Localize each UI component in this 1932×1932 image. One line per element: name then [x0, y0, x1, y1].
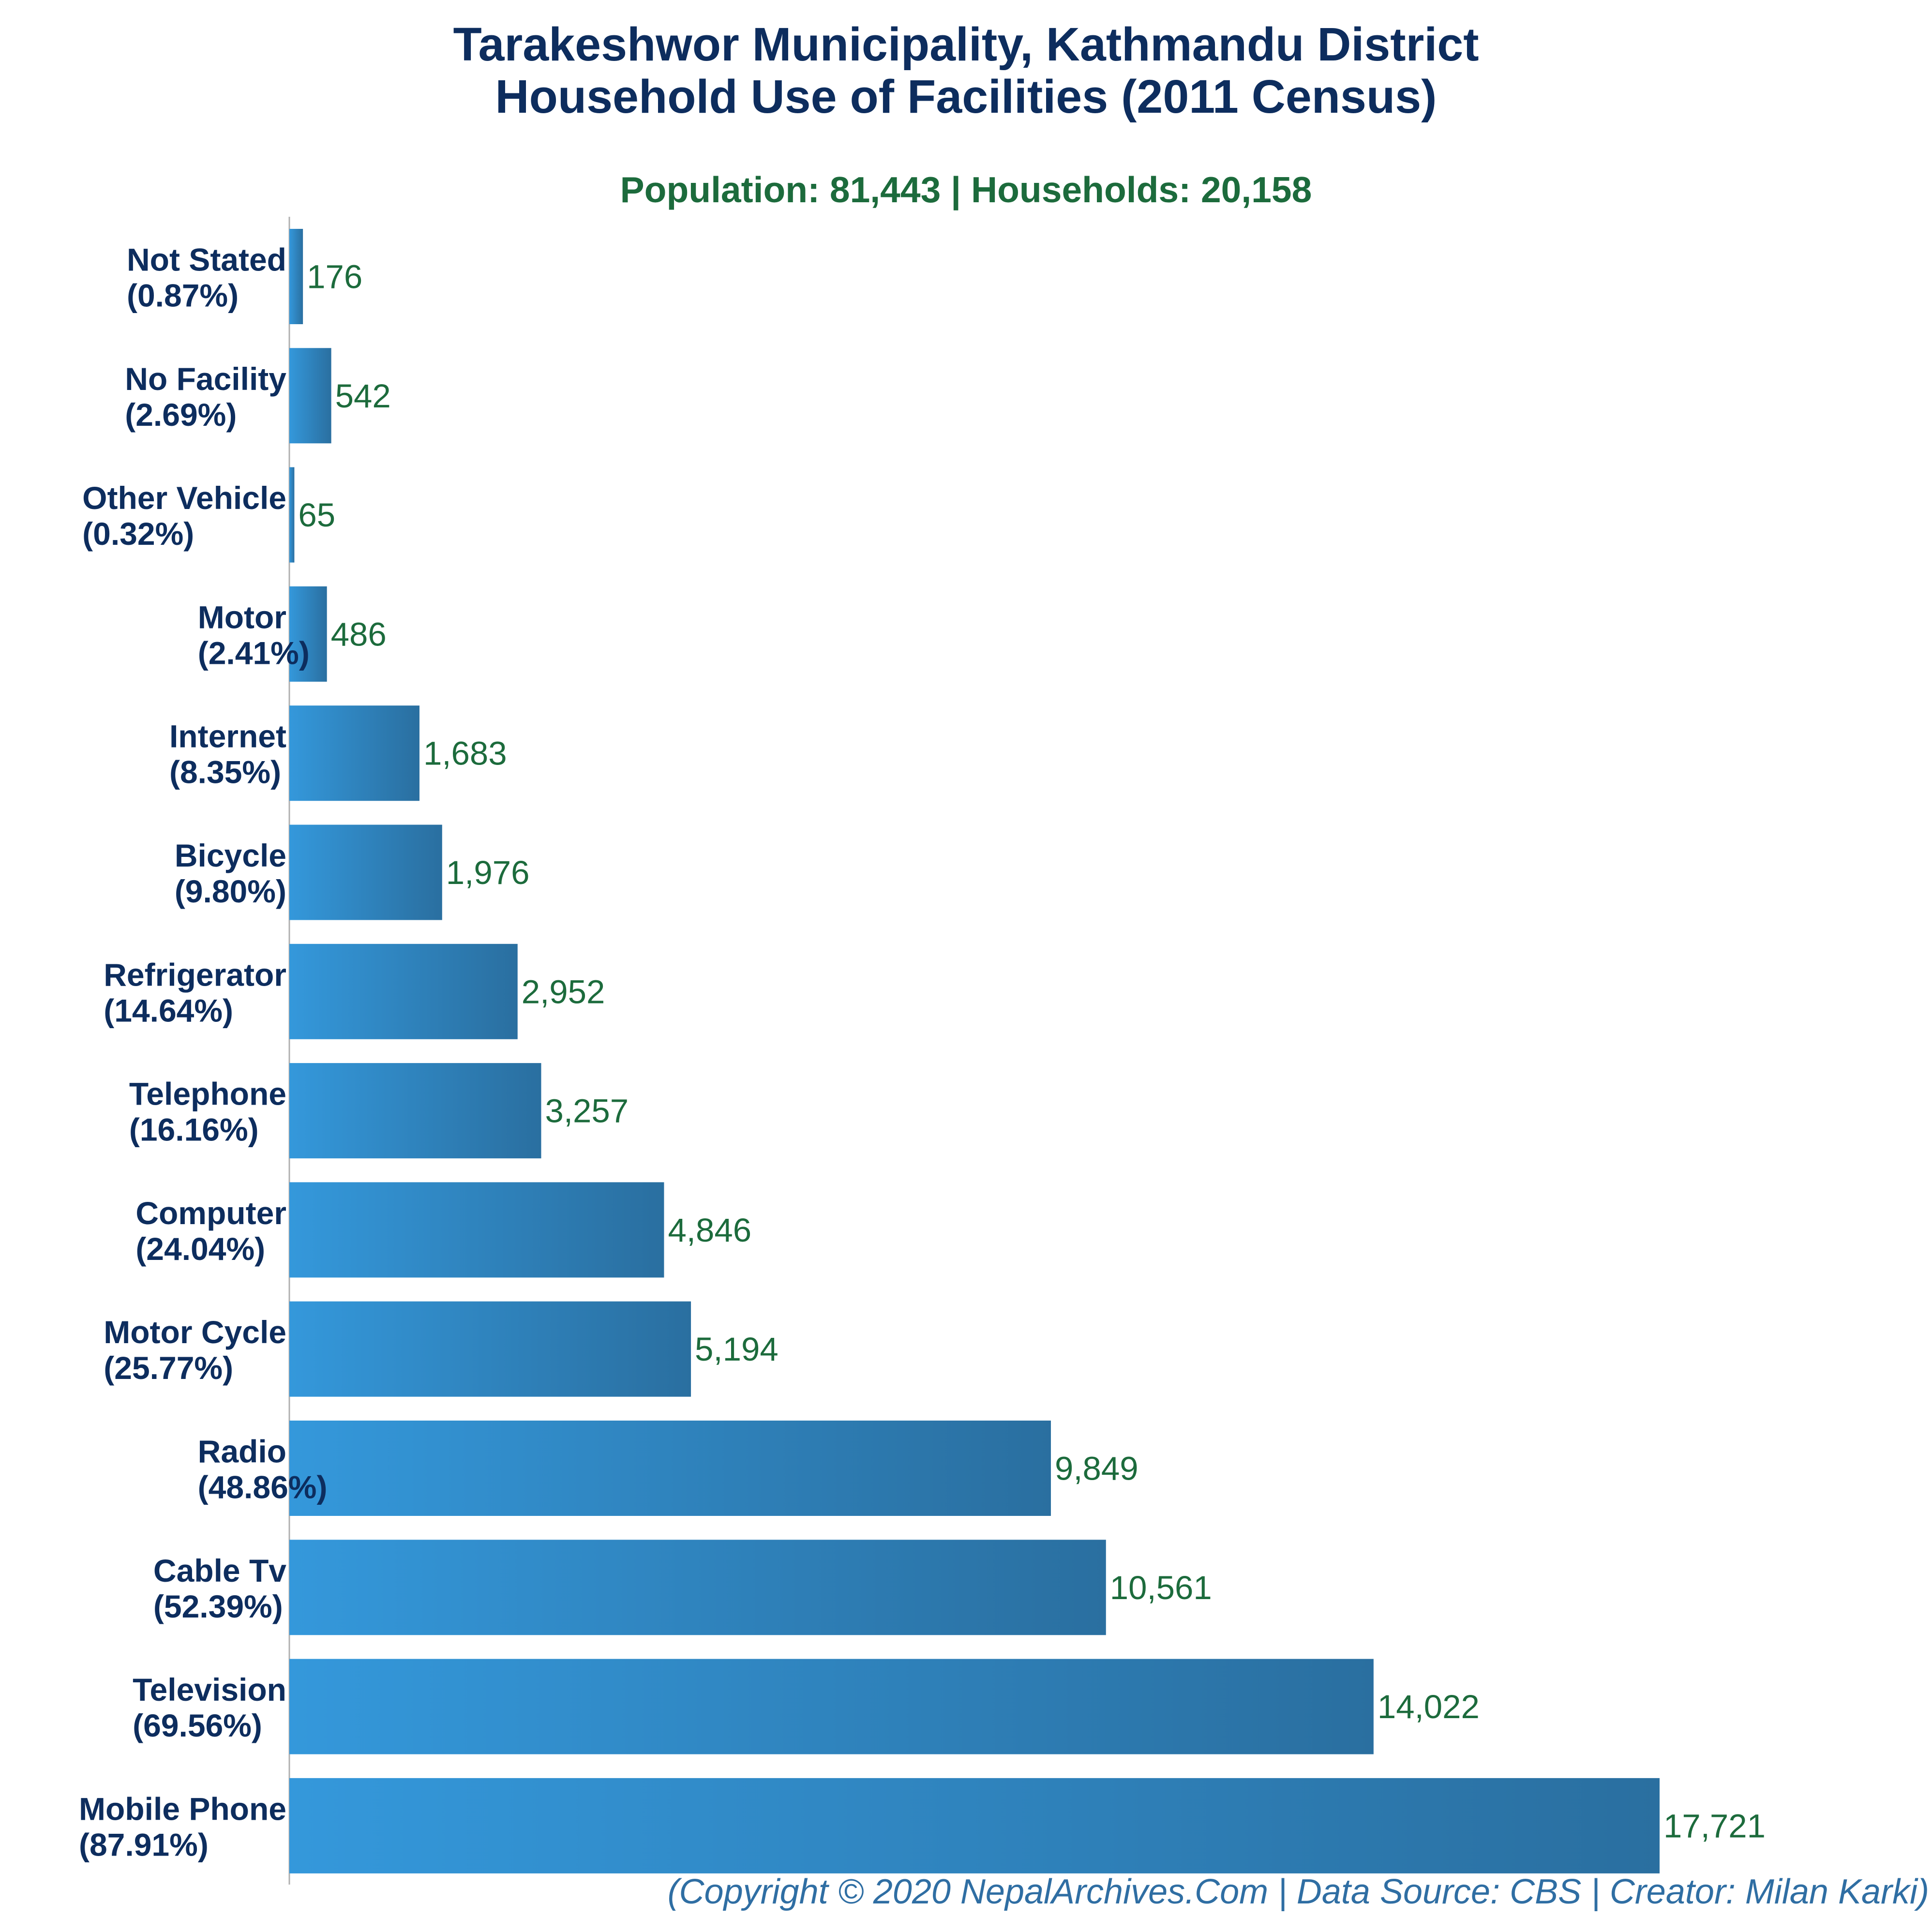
percent-label: (25.77%) [104, 1350, 233, 1386]
bar-refrigerator [289, 944, 518, 1039]
value-label: 176 [307, 258, 362, 296]
category-label: Cable Tv [153, 1553, 286, 1588]
category-label: Motor Cycle [104, 1314, 286, 1350]
percent-label: (2.41%) [198, 635, 310, 671]
value-label: 2,952 [522, 973, 605, 1010]
value-label: 65 [298, 496, 335, 534]
percent-label: (2.69%) [125, 397, 237, 433]
value-label: 1,976 [446, 854, 530, 891]
category-label: Television [133, 1672, 286, 1707]
value-label: 17,721 [1663, 1807, 1766, 1844]
value-label: 10,561 [1110, 1569, 1212, 1606]
value-label: 14,022 [1378, 1688, 1480, 1725]
footer-credit: (Copyright © 2020 NepalArchives.Com | Da… [667, 1872, 1929, 1911]
percent-label: (16.16%) [129, 1112, 259, 1148]
bar-television [289, 1659, 1374, 1754]
bar-no-facility [289, 348, 331, 444]
bar-mobile-phone [289, 1778, 1660, 1873]
value-label: 1,683 [423, 735, 507, 772]
bar-other-vehicle [289, 467, 295, 563]
chart-title-line2: Household Use of Facilities (2011 Census… [495, 70, 1437, 123]
category-label: No Facility [125, 361, 286, 397]
bar-motor-cycle [289, 1301, 691, 1397]
category-label: Refrigerator [104, 957, 286, 992]
percent-label: (9.80%) [175, 873, 286, 909]
percent-label: (52.39%) [153, 1588, 283, 1624]
bar-cable-tv [289, 1540, 1106, 1635]
bar-internet [289, 705, 419, 801]
value-label: 486 [331, 615, 387, 653]
value-label: 542 [335, 377, 391, 415]
percent-label: (8.35%) [169, 754, 281, 790]
category-label: Mobile Phone [79, 1791, 286, 1827]
category-label: Bicycle [175, 838, 286, 873]
percent-label: (48.86%) [198, 1469, 328, 1505]
chart-title: Tarakeshwor Municipality, Kathmandu Dist… [453, 18, 1479, 71]
percent-label: (14.64%) [104, 992, 233, 1028]
value-label: 9,849 [1055, 1450, 1138, 1487]
category-label: Computer [135, 1195, 286, 1231]
category-label: Telephone [129, 1076, 286, 1112]
value-label: 3,257 [545, 1093, 629, 1130]
percent-label: (0.87%) [127, 278, 239, 314]
category-label: Not Stated [127, 242, 286, 278]
percent-label: (87.91%) [79, 1827, 209, 1862]
bar-telephone [289, 1063, 541, 1159]
bar-bicycle [289, 824, 442, 920]
bar-not-stated [289, 229, 303, 324]
category-label: Motor [198, 599, 286, 635]
percent-label: (0.32%) [82, 516, 194, 552]
value-label: 4,846 [668, 1212, 751, 1249]
bar-computer [289, 1182, 664, 1278]
value-label: 5,194 [695, 1331, 779, 1368]
chart-subtitle: Population: 81,443 | Households: 20,158 [620, 169, 1312, 210]
category-label: Internet [169, 719, 286, 754]
category-label: Other Vehicle [82, 480, 286, 516]
percent-label: (24.04%) [135, 1231, 265, 1267]
category-label: Radio [198, 1434, 286, 1469]
bar-motor [289, 586, 327, 682]
percent-label: (69.56%) [133, 1707, 262, 1743]
bar-radio [289, 1421, 1051, 1516]
